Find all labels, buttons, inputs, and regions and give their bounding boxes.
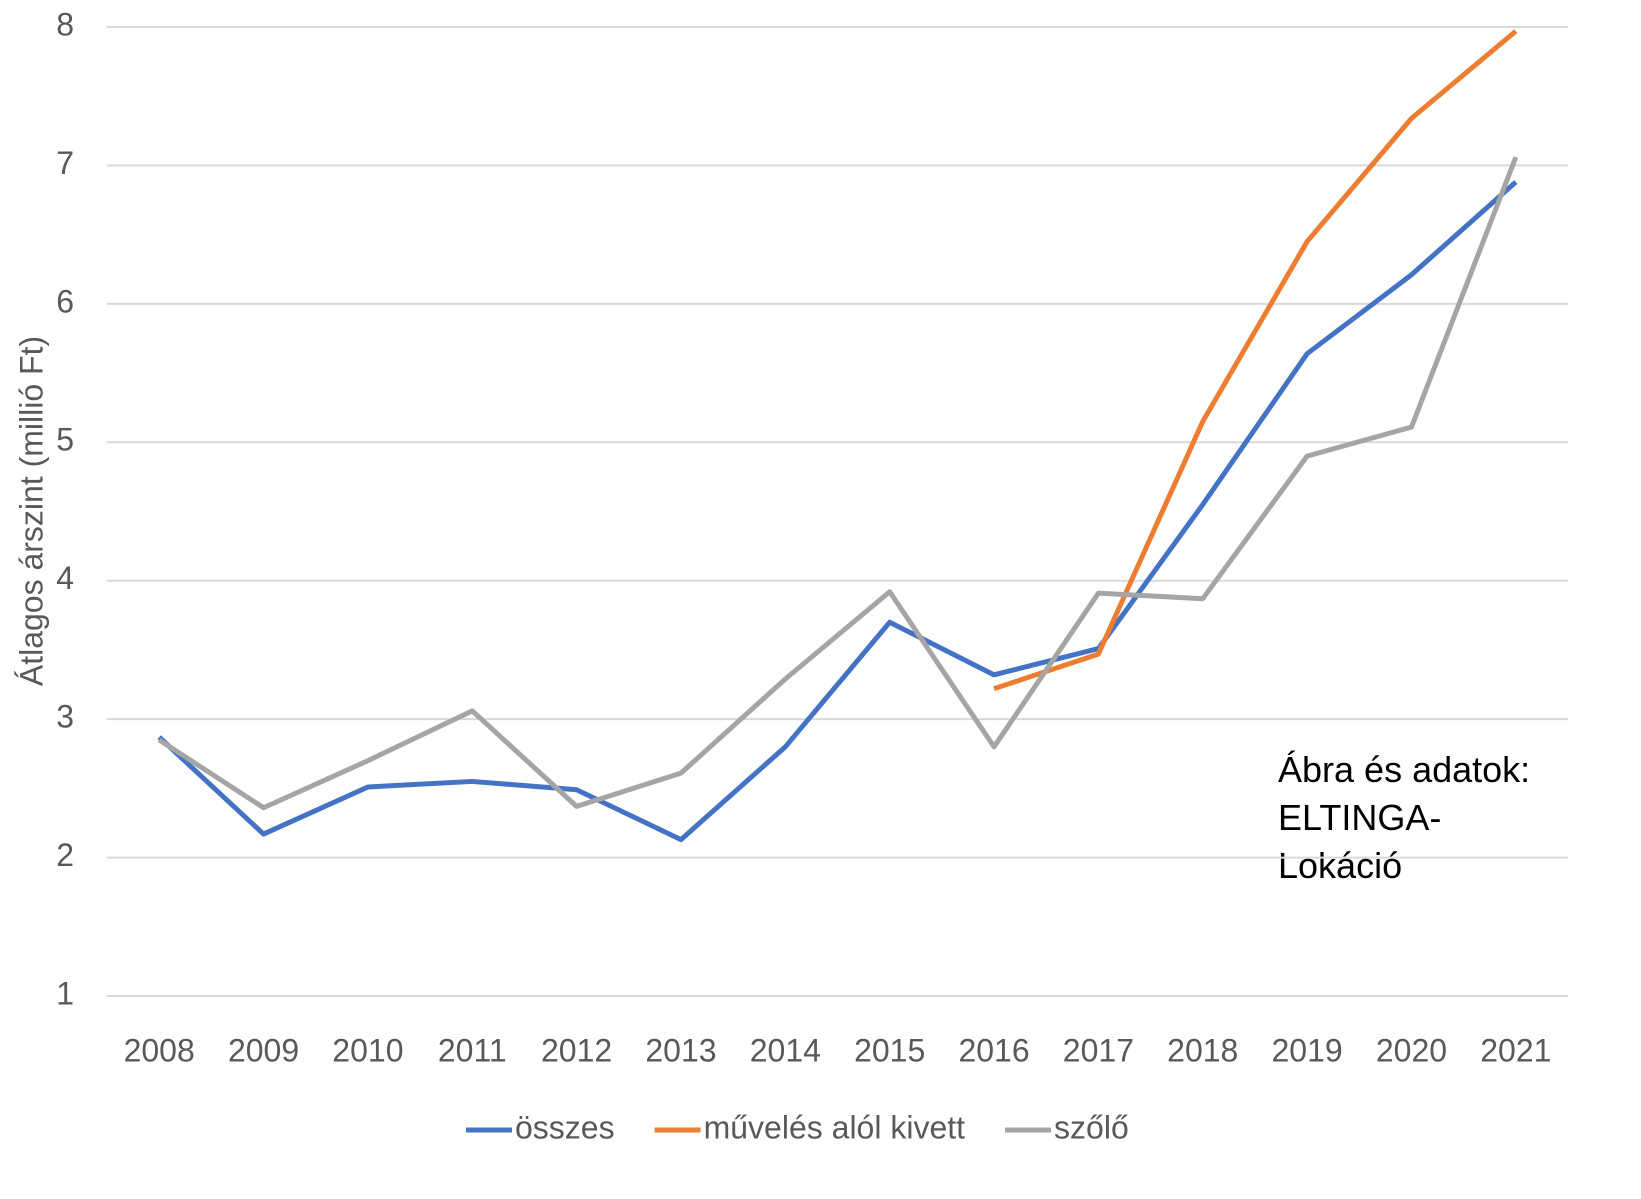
y-axis-label: Átlagos árszint (millió Ft) [13,336,49,686]
legend-label: művelés alól kivett [704,1109,966,1145]
annotation: Lokáció [1278,845,1402,886]
series-line [993,29,1518,692]
y-tick-label: 8 [56,6,74,42]
legend-label: összes [515,1109,615,1145]
y-tick-label: 7 [56,145,74,181]
x-tick-label: 2018 [1167,1032,1238,1068]
x-tick-label: 2011 [438,1032,507,1068]
x-tick-label: 2017 [1063,1032,1134,1068]
x-tick-label: 2016 [958,1032,1029,1068]
annotation: Ábra és adatok: [1278,749,1530,790]
x-tick-label: 2008 [124,1032,195,1068]
series-line [157,156,1519,811]
y-tick-label: 6 [56,283,74,319]
legend-label: szőlő [1054,1109,1129,1145]
x-tick-label: 2009 [228,1032,299,1068]
annotation: ELTINGA- [1278,797,1441,838]
x-tick-label: 2014 [750,1032,821,1068]
x-tick-label: 2012 [541,1032,612,1068]
x-tick-label: 2013 [645,1032,716,1068]
x-tick-label: 2019 [1272,1032,1343,1068]
x-tick-label: 2010 [332,1032,403,1068]
y-tick-label: 5 [56,422,74,458]
y-tick-label: 2 [56,837,74,873]
y-tick-label: 3 [56,699,74,735]
series-line [157,180,1518,843]
y-tick-label: 4 [56,560,74,596]
y-tick-label: 1 [56,975,74,1011]
x-tick-label: 2021 [1480,1032,1551,1068]
x-tick-label: 2020 [1376,1032,1447,1068]
x-tick-label: 2015 [854,1032,925,1068]
